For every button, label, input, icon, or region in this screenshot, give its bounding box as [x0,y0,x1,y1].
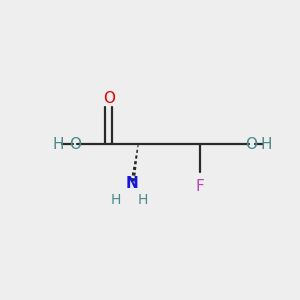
Text: H: H [53,136,64,152]
Text: H: H [261,136,272,152]
Text: O: O [246,136,258,152]
Text: O: O [103,91,115,106]
Text: F: F [196,179,204,194]
Text: O: O [69,136,81,152]
Text: H: H [137,193,148,207]
Text: H: H [111,193,121,207]
Text: N: N [126,176,139,191]
